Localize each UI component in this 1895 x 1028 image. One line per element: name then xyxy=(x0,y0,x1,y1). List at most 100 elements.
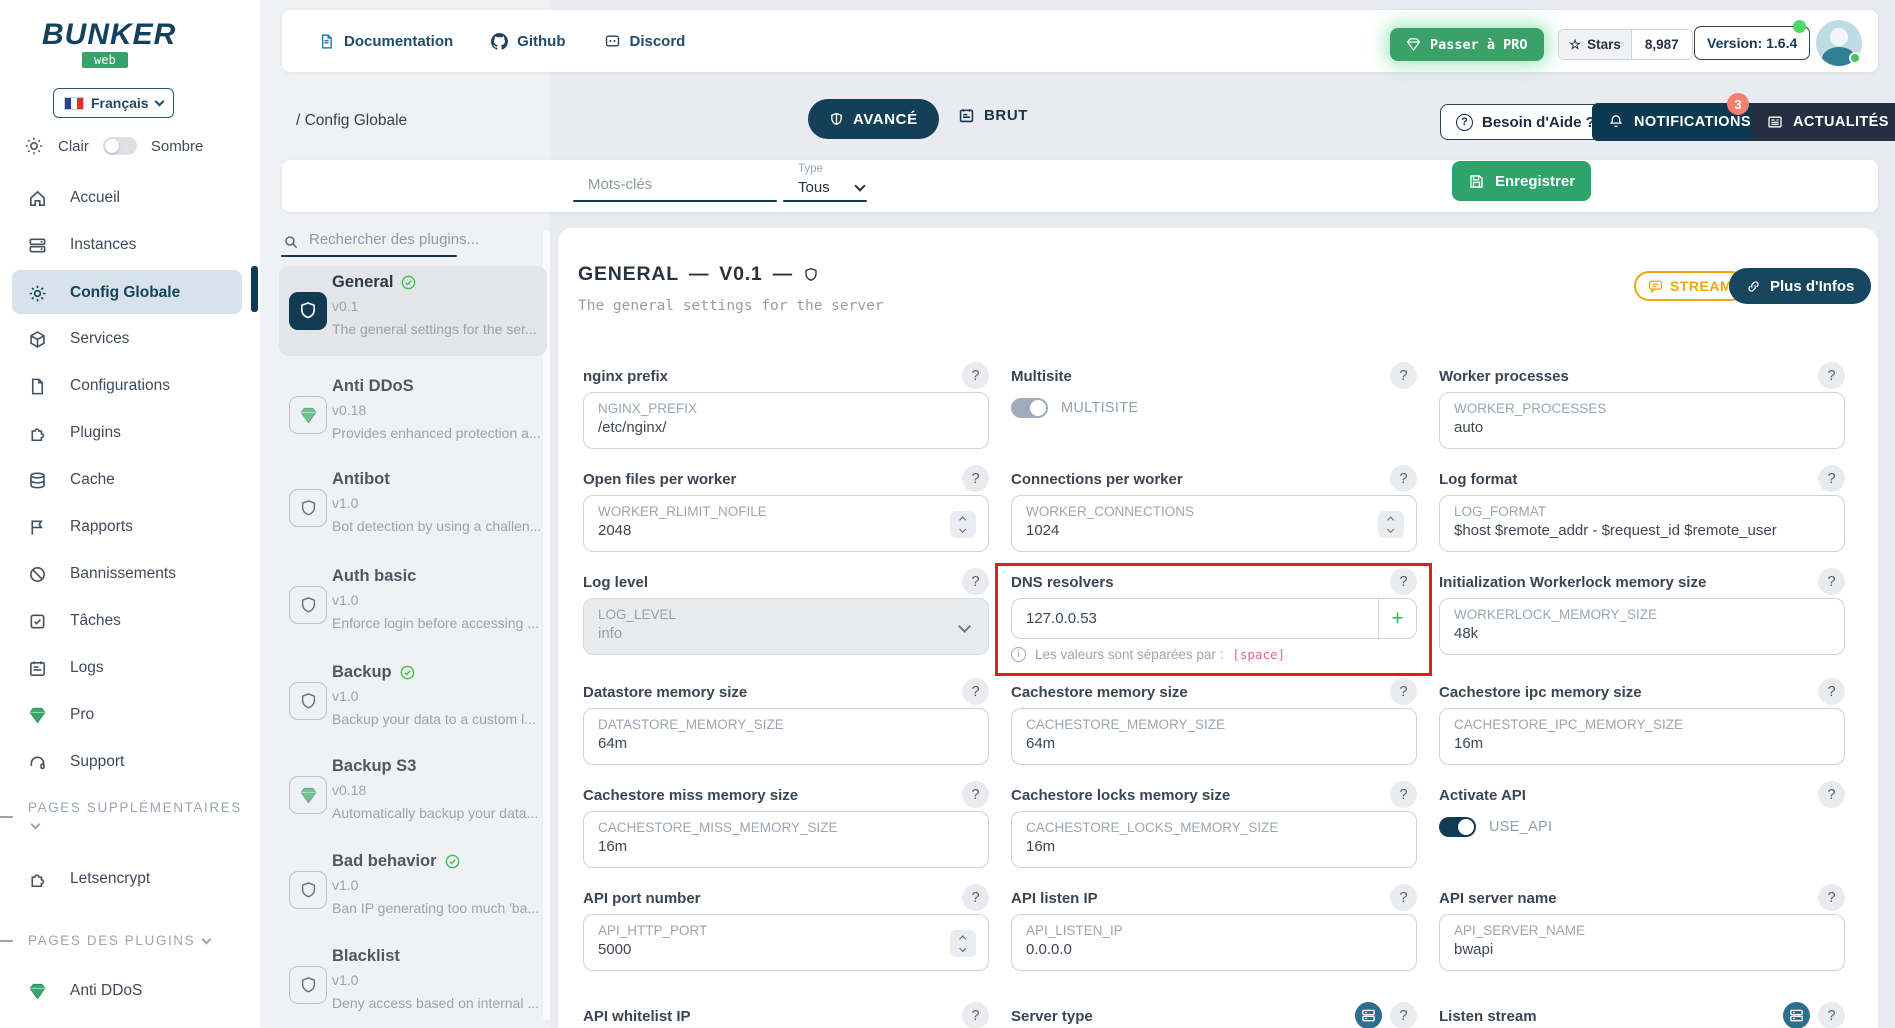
plugin-item-backup-s3[interactable]: Backup S3 v0.18 Automatically backup you… xyxy=(279,750,547,840)
keywords-input[interactable]: Mots-clés xyxy=(588,176,653,193)
breadcrumb[interactable]: / Config Globale xyxy=(296,112,408,129)
help-icon[interactable]: ? xyxy=(1390,465,1417,492)
multisite-toggle[interactable] xyxy=(1011,398,1048,418)
save-button[interactable]: Enregistrer xyxy=(1452,161,1592,201)
help-icon[interactable]: ? xyxy=(1390,678,1417,705)
number-stepper[interactable] xyxy=(1378,511,1404,538)
text-input[interactable]: WORKERLOCK_MEMORY_SIZE 48k xyxy=(1439,598,1845,655)
news-button[interactable]: ACTUALITÉS xyxy=(1752,103,1895,141)
text-input[interactable]: CACHESTORE_MISS_MEMORY_SIZE 16m xyxy=(583,811,989,868)
plugin-item-anti-ddos[interactable]: Anti DDoS v0.18 Provides enhanced protec… xyxy=(279,370,547,460)
sidebar-active-highlight xyxy=(12,270,242,314)
help-icon[interactable]: ? xyxy=(1390,781,1417,808)
sidebar-item-instances[interactable]: Instances xyxy=(28,233,136,257)
sidebar-item-taches[interactable]: Tâches xyxy=(28,609,121,633)
help-icon[interactable]: ? xyxy=(1390,362,1417,389)
sidebar-item-plugins[interactable]: Plugins xyxy=(28,421,121,445)
sidebar-item-support[interactable]: Support xyxy=(28,750,124,774)
help-icon[interactable]: ? xyxy=(1818,568,1845,595)
plugin-subtitle: The general settings for the server xyxy=(578,298,884,314)
sidebar-item-label: Config Globale xyxy=(70,284,181,301)
plugin-item-backup[interactable]: Backup v1.0 Backup your data to a custom… xyxy=(279,656,547,746)
help-icon[interactable]: ? xyxy=(1390,1002,1417,1028)
text-input[interactable]: API_SERVER_NAME bwapi xyxy=(1439,914,1845,971)
plugin-item-general[interactable]: General v0.1 The general settings for th… xyxy=(279,266,547,356)
version-status-dot xyxy=(1793,20,1806,33)
notifications-button[interactable]: NOTIFICATIONS xyxy=(1592,103,1767,141)
sidebar-item-services[interactable]: Services xyxy=(28,327,129,351)
sidebar-item-config-globale[interactable]: Config Globale xyxy=(28,281,180,305)
text-input[interactable]: DATASTORE_MEMORY_SIZE 64m xyxy=(583,708,989,765)
nav-link-label: Documentation xyxy=(344,32,454,50)
plugin-item-bad-behavior[interactable]: Bad behavior v1.0 Ban IP generating too … xyxy=(279,845,547,935)
section-pages-des-plugins[interactable]: PAGES DES PLUGINS xyxy=(28,933,212,948)
sidebar-scrollbar-thumb[interactable] xyxy=(251,266,258,312)
server-scope-icon xyxy=(1355,1002,1382,1028)
plugin-item-antibot[interactable]: Antibot v1.0 Bot detection by using a ch… xyxy=(279,463,547,553)
section-pages-supplementaires[interactable]: PAGES SUPPLÉMENTAIRES xyxy=(28,800,242,815)
text-input[interactable]: NGINX_PREFIX /etc/nginx/ xyxy=(583,392,989,449)
sidebar-item-pro[interactable]: Pro xyxy=(28,703,94,727)
setting-value: 2048 xyxy=(598,522,632,539)
chevron-down-icon[interactable] xyxy=(30,819,41,830)
nav-link-documentation[interactable]: Documentation xyxy=(318,33,453,50)
log-level-select[interactable]: LOG_LEVEL info xyxy=(583,598,989,655)
plugin-version: v0.18 xyxy=(332,782,367,798)
nav-link-github[interactable]: Github xyxy=(491,32,566,50)
sidebar-item-configurations[interactable]: Configurations xyxy=(28,374,170,398)
text-input[interactable]: CACHESTORE_IPC_MEMORY_SIZE 16m xyxy=(1439,708,1845,765)
raw-mode-button[interactable]: BRUT xyxy=(958,107,1028,124)
more-info-button[interactable]: Plus d'Infos xyxy=(1729,268,1872,304)
upgrade-pro-button[interactable]: Passer à PRO xyxy=(1390,28,1544,61)
help-icon[interactable]: ? xyxy=(962,362,989,389)
number-input[interactable]: WORKER_CONNECTIONS 1024 xyxy=(1011,495,1417,552)
sidebar-item-anti-ddos[interactable]: Anti DDoS xyxy=(28,979,142,1003)
sidebar-item-rapports[interactable]: Rapports xyxy=(28,515,133,539)
shield-icon xyxy=(301,692,315,708)
help-icon[interactable]: ? xyxy=(1390,884,1417,911)
number-stepper[interactable] xyxy=(950,930,976,957)
plugin-list-scrollbar[interactable] xyxy=(543,230,550,1020)
plugin-item-blacklist[interactable]: Blacklist v1.0 Deny access based on inte… xyxy=(279,940,547,1028)
help-icon[interactable]: ? xyxy=(1818,678,1845,705)
text-input[interactable]: CACHESTORE_LOCKS_MEMORY_SIZE 16m xyxy=(1011,811,1417,868)
sidebar-item-cache[interactable]: Cache xyxy=(28,468,115,492)
language-selector[interactable]: Français xyxy=(53,88,174,118)
sidebar-item-accueil[interactable]: Accueil xyxy=(28,186,120,210)
help-icon[interactable]: ? xyxy=(962,781,989,808)
help-icon[interactable]: ? xyxy=(1818,465,1845,492)
plugin-item-auth-basic[interactable]: Auth basic v1.0 Enforce login before acc… xyxy=(279,560,547,650)
text-input[interactable]: API_LISTEN_IP 0.0.0.0 xyxy=(1011,914,1417,971)
sidebar-item-bannissements[interactable]: Bannissements xyxy=(28,562,176,586)
help-icon[interactable]: ? xyxy=(1390,568,1417,595)
chat-icon xyxy=(1648,280,1663,294)
help-icon[interactable]: ? xyxy=(1818,1002,1845,1028)
nav-link-discord[interactable]: Discord xyxy=(604,33,685,50)
help-icon[interactable]: ? xyxy=(1818,362,1845,389)
number-input[interactable]: WORKER_RLIMIT_NOFILE 2048 xyxy=(583,495,989,552)
plugin-search-input[interactable]: Rechercher des plugins... xyxy=(309,231,480,248)
sidebar-item-logs[interactable]: Logs xyxy=(28,656,104,680)
help-icon[interactable]: ? xyxy=(1818,781,1845,808)
theme-toggle[interactable] xyxy=(102,137,137,155)
github-stars-widget[interactable]: ☆ Stars 8,987 xyxy=(1558,29,1693,60)
use-api-toggle[interactable] xyxy=(1439,817,1476,837)
text-input[interactable]: LOG_FORMAT $host $remote_addr - $request… xyxy=(1439,495,1845,552)
help-icon[interactable]: ? xyxy=(962,465,989,492)
dns-resolvers-input[interactable]: 127.0.0.53 + xyxy=(1011,598,1417,639)
sidebar-item-letsencrypt[interactable]: Letsencrypt xyxy=(28,867,150,891)
text-input[interactable]: CACHESTORE_MEMORY_SIZE 64m xyxy=(1011,708,1417,765)
help-button[interactable]: ? Besoin d'Aide ? xyxy=(1440,104,1611,140)
add-value-button[interactable]: + xyxy=(1378,599,1416,638)
help-icon[interactable]: ? xyxy=(962,678,989,705)
help-icon[interactable]: ? xyxy=(962,568,989,595)
number-stepper[interactable] xyxy=(950,511,976,538)
text-input[interactable]: WORKER_PROCESSES auto xyxy=(1439,392,1845,449)
help-icon[interactable]: ? xyxy=(962,884,989,911)
type-select[interactable]: Tous xyxy=(798,179,866,196)
diamond-icon xyxy=(1406,38,1421,52)
help-icon[interactable]: ? xyxy=(1818,884,1845,911)
advanced-mode-button[interactable]: AVANCÉ xyxy=(808,99,939,139)
number-input[interactable]: API_HTTP_PORT 5000 xyxy=(583,914,989,971)
help-icon[interactable]: ? xyxy=(962,1002,989,1028)
